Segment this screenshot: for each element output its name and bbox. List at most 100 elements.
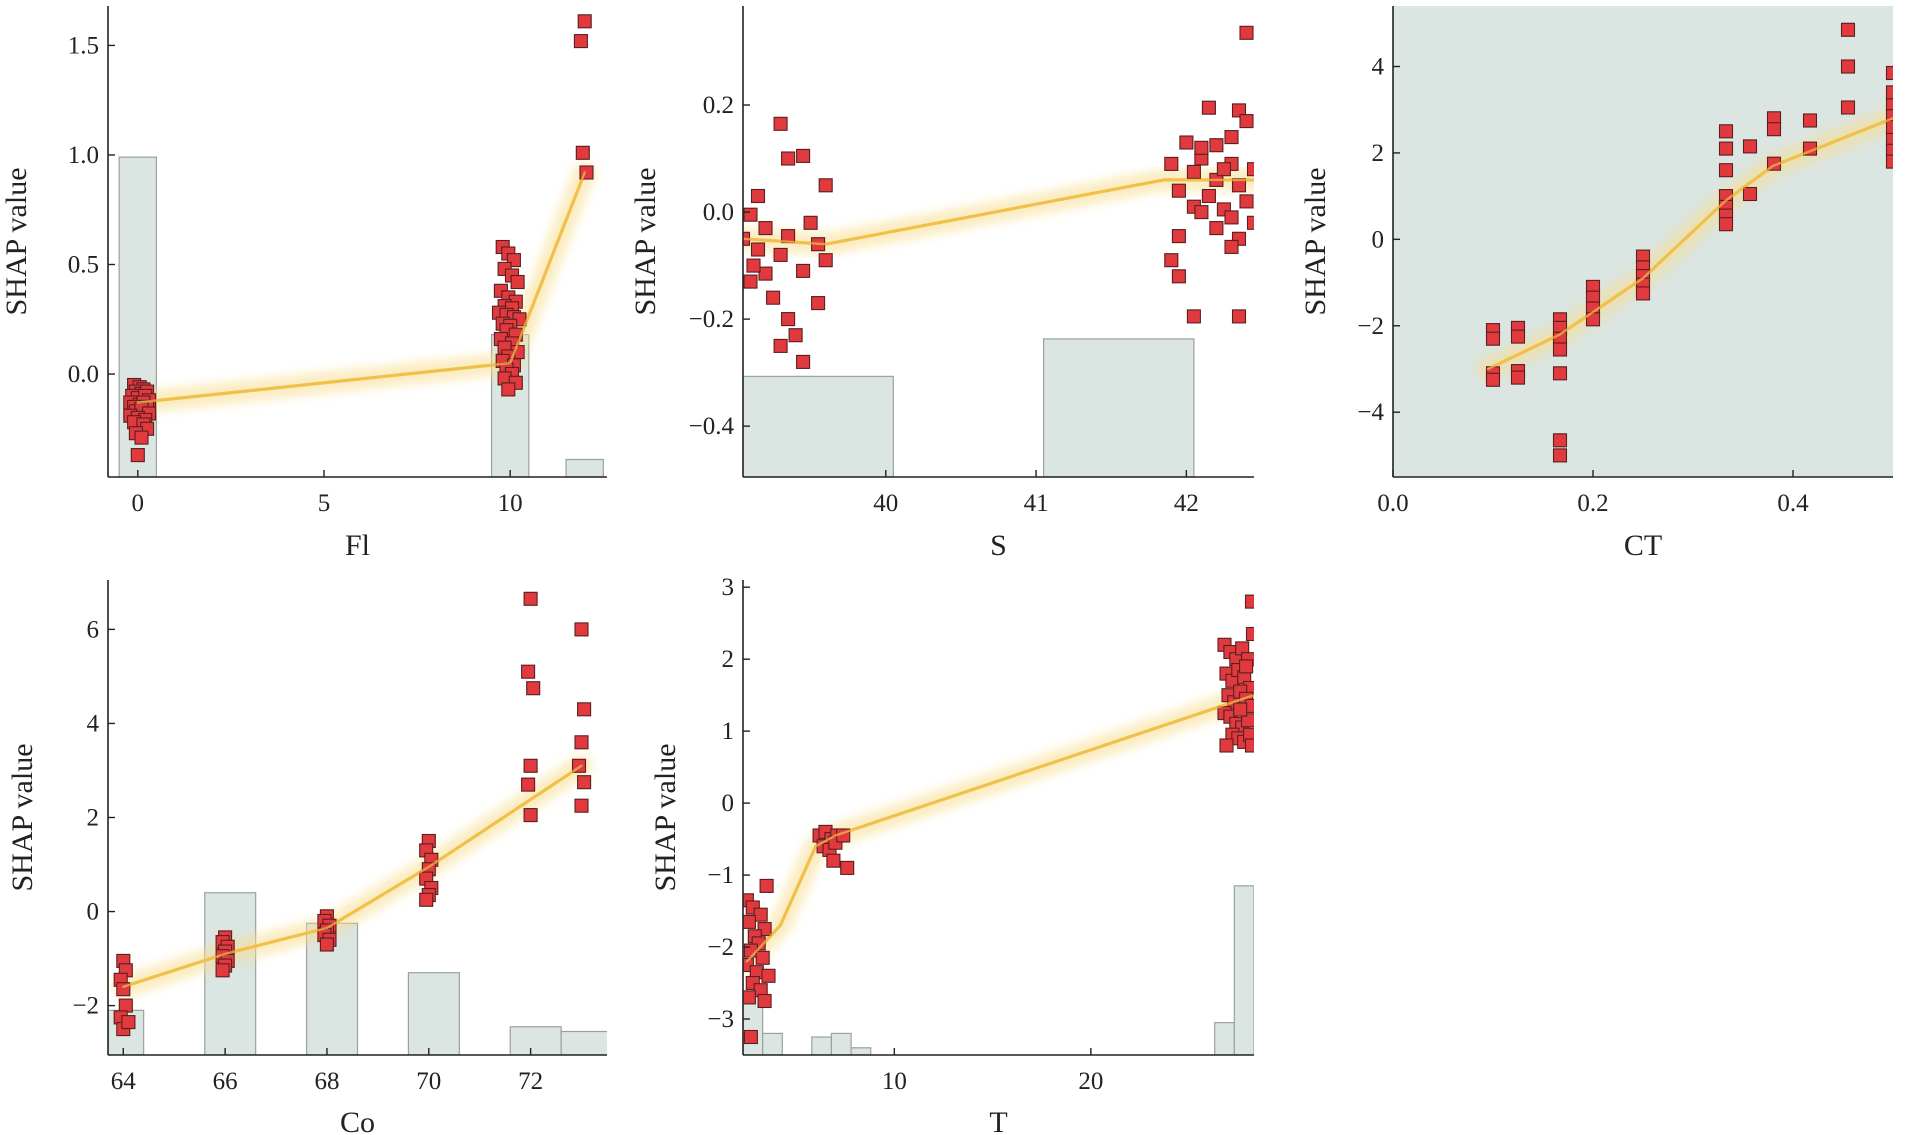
trend-line-overlay xyxy=(745,694,1254,963)
data-point xyxy=(743,1029,758,1045)
y-tick-label: 6 xyxy=(87,616,100,643)
plot-area xyxy=(743,594,1254,1055)
data-point xyxy=(746,258,761,273)
data-point xyxy=(1194,205,1209,220)
y-tick-label: −4 xyxy=(1357,399,1384,426)
data-point xyxy=(1718,217,1734,232)
y-tick-label: 2 xyxy=(87,805,100,832)
y-axis-title: SHAP value xyxy=(629,167,662,315)
y-tick-label: 0 xyxy=(722,790,735,817)
y-tick-label: 0 xyxy=(87,899,100,926)
data-point xyxy=(750,188,766,204)
data-point xyxy=(840,860,855,875)
data-point xyxy=(826,853,841,868)
data-point xyxy=(781,312,796,327)
y-tick-label: −0.2 xyxy=(689,306,734,333)
histogram-bar xyxy=(204,892,257,1055)
data-point xyxy=(1209,138,1224,153)
x-tick-label: 41 xyxy=(1024,490,1049,517)
y-tick-label: 0.0 xyxy=(68,361,99,388)
data-point xyxy=(575,145,590,160)
data-point xyxy=(1840,59,1856,74)
data-point xyxy=(1742,186,1758,202)
x-tick-label: 10 xyxy=(498,490,523,517)
data-point xyxy=(773,116,788,131)
data-point xyxy=(796,263,811,278)
data-point xyxy=(1742,139,1758,154)
data-point xyxy=(1186,164,1201,179)
data-point xyxy=(1171,183,1186,198)
data-point xyxy=(796,354,811,369)
data-point xyxy=(1231,103,1247,118)
histogram-bar xyxy=(762,1032,783,1055)
data-point xyxy=(1552,366,1568,381)
data-point xyxy=(1552,448,1568,463)
y-tick-label: 0.0 xyxy=(703,199,734,226)
data-point xyxy=(1552,433,1568,448)
data-point xyxy=(758,221,773,236)
data-point xyxy=(1510,329,1526,344)
data-point xyxy=(1635,286,1651,301)
data-point xyxy=(1201,100,1216,115)
data-point xyxy=(1219,738,1234,753)
data-point xyxy=(1201,188,1216,204)
data-point xyxy=(577,775,592,790)
y-tick-label: −0.4 xyxy=(689,413,735,440)
x-axis-title: Co xyxy=(340,1106,375,1135)
data-point xyxy=(1246,162,1254,177)
data-point xyxy=(573,34,588,49)
data-point xyxy=(1239,659,1254,674)
plot-area xyxy=(743,25,1254,477)
data-point xyxy=(750,242,766,257)
data-point xyxy=(796,148,811,163)
data-point xyxy=(1233,702,1248,717)
data-point xyxy=(758,266,773,281)
y-axis-title: SHAP value xyxy=(1299,167,1332,315)
y-tick-label: 0.5 xyxy=(68,252,99,279)
data-point xyxy=(1885,143,1893,158)
y-axis-title: SHAP value xyxy=(0,167,33,315)
data-point xyxy=(811,296,826,311)
x-tick-label: 20 xyxy=(1078,1068,1103,1095)
y-tick-label: −2 xyxy=(707,934,734,961)
data-point xyxy=(1171,229,1186,244)
data-point xyxy=(523,808,538,823)
data-point xyxy=(1245,626,1254,642)
data-point xyxy=(118,998,133,1013)
y-axis-title: SHAP value xyxy=(6,743,39,891)
panel-fl: 0 5 10 1.5 1.0 0.5 0.0 Fl SHAP value xyxy=(0,6,607,562)
data-point xyxy=(1186,309,1201,324)
x-tick-label: 5 xyxy=(318,490,331,517)
data-point xyxy=(761,968,776,983)
data-point xyxy=(743,207,758,222)
data-point xyxy=(1552,342,1568,357)
y-tick-label: 1 xyxy=(722,718,735,745)
y-tick-label: 0 xyxy=(1372,226,1385,253)
x-tick-label: 70 xyxy=(416,1068,441,1095)
data-point xyxy=(1244,594,1254,609)
data-point xyxy=(1239,194,1254,209)
trend-line-overlay xyxy=(136,171,586,404)
data-point xyxy=(1246,215,1254,230)
data-point xyxy=(743,990,756,1005)
histogram-bar xyxy=(407,972,460,1055)
data-point xyxy=(526,681,541,696)
data-point xyxy=(419,892,434,907)
plot-area xyxy=(108,591,607,1055)
data-point xyxy=(574,798,589,813)
data-point xyxy=(1239,114,1254,129)
data-point xyxy=(1224,130,1239,145)
data-point xyxy=(743,957,754,973)
y-tick-label: 2 xyxy=(722,646,735,673)
x-axis-title: CT xyxy=(1624,529,1662,562)
y-tick-label: 3 xyxy=(722,574,735,601)
x-tick-label: 68 xyxy=(314,1068,339,1095)
data-point xyxy=(818,253,833,268)
data-point xyxy=(743,274,758,289)
data-point xyxy=(1885,119,1893,135)
histogram-bar xyxy=(1233,885,1254,1055)
y-tick-label: 1.0 xyxy=(68,142,99,169)
histogram-bar xyxy=(830,1032,852,1055)
